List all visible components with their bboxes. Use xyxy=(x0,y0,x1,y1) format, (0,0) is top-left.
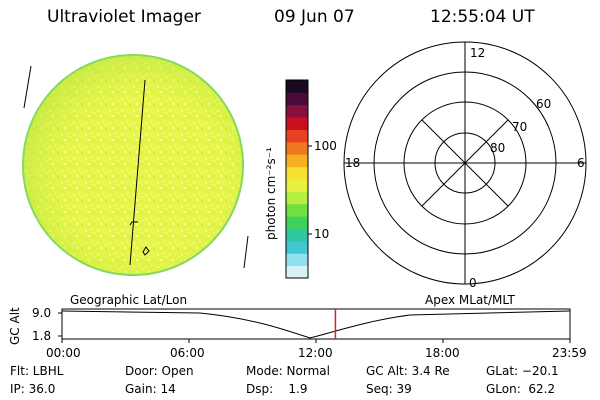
colorbar-swatch xyxy=(286,179,308,192)
dsp-value: Dsp: 1.9 xyxy=(246,382,308,396)
app-title: Ultraviolet Imager xyxy=(47,7,201,27)
colorbar-swatch xyxy=(286,253,308,267)
mode-value: Mode: Normal xyxy=(246,364,330,378)
glat-value: GLat: −20.1 xyxy=(486,364,559,378)
colorbar-swatch xyxy=(286,141,308,155)
colorbar-unit-label: photon cm⁻²s⁻¹ xyxy=(264,147,278,240)
colorbar-swatch xyxy=(286,129,308,143)
altitude-curve xyxy=(61,310,571,339)
uv-image xyxy=(22,54,249,276)
mlt-label-0: 0 xyxy=(469,276,477,290)
timeline-frame xyxy=(61,308,571,340)
colorbar-swatch xyxy=(286,104,308,118)
meridian-line xyxy=(129,79,146,266)
colorbar-swatch xyxy=(286,92,308,106)
limb-line-right xyxy=(243,235,249,269)
limb-line-left xyxy=(23,65,32,109)
timeline-right-title: Apex MLat/MLT xyxy=(425,293,515,307)
colorbar-swatch xyxy=(286,240,308,254)
date-label: 09 Jun 07 xyxy=(274,7,355,27)
colorbar-swatch xyxy=(286,265,308,279)
timeline-left-title: Geographic Lat/Lon xyxy=(70,293,188,307)
timeline-ytick-label-1_8: 1.8 xyxy=(32,329,52,343)
lat-label-60: 60 xyxy=(536,97,552,111)
door-status: Door: Open xyxy=(125,364,194,378)
mlt-label-12: 12 xyxy=(470,46,486,60)
coastline-mark xyxy=(129,221,138,226)
timeline-xtick-label-24: 23:59 xyxy=(552,346,587,360)
colorbar-label-100: 100 xyxy=(314,139,337,153)
colorbar-swatch xyxy=(286,228,308,242)
filter-value: Flt: LBHL xyxy=(10,364,64,378)
colorbar-swatch xyxy=(286,80,308,93)
gc-alt-value: GC Alt: 3.4 Re xyxy=(366,364,450,378)
colorbar-label-10: 10 xyxy=(314,227,330,241)
timeline-ytick-label-9: 9.0 xyxy=(32,306,52,320)
seq-value: Seq: 39 xyxy=(366,382,412,396)
timeline-xtick-label-18: 18:00 xyxy=(425,346,460,360)
timeline-xtick-label-0: 00:00 xyxy=(46,346,81,360)
lat-label-80: 80 xyxy=(490,141,506,155)
disc-limb-shading xyxy=(23,55,243,275)
polar-diagonal-2 xyxy=(421,119,509,207)
island-mark xyxy=(142,246,150,256)
colorbar-swatch xyxy=(286,216,308,229)
timeline-xtick-label-12: 12:00 xyxy=(298,346,333,360)
ip-value: IP: 36.0 xyxy=(10,382,56,396)
colorbar-swatch xyxy=(286,166,308,180)
colorbar-swatch xyxy=(286,191,308,205)
colorbar-swatch xyxy=(286,203,308,217)
timeline-xtick-label-6: 06:00 xyxy=(170,346,205,360)
colorbar xyxy=(285,79,312,279)
mlt-label-6: 6 xyxy=(577,156,585,170)
timeline-ylabel: GC Alt xyxy=(8,307,22,345)
colorbar-frame xyxy=(285,79,309,279)
colorbar-swatch xyxy=(286,154,308,168)
timeline-plot xyxy=(58,308,571,343)
time-label: 12:55:04 UT xyxy=(430,7,535,27)
glon-value: GLon: 62.2 xyxy=(486,382,556,396)
polar-grid xyxy=(343,41,587,285)
mlt-label-18: 18 xyxy=(345,156,361,170)
colorbar-swatch xyxy=(286,117,308,130)
lat-label-70: 70 xyxy=(512,120,528,134)
gain-value: Gain: 14 xyxy=(125,382,176,396)
